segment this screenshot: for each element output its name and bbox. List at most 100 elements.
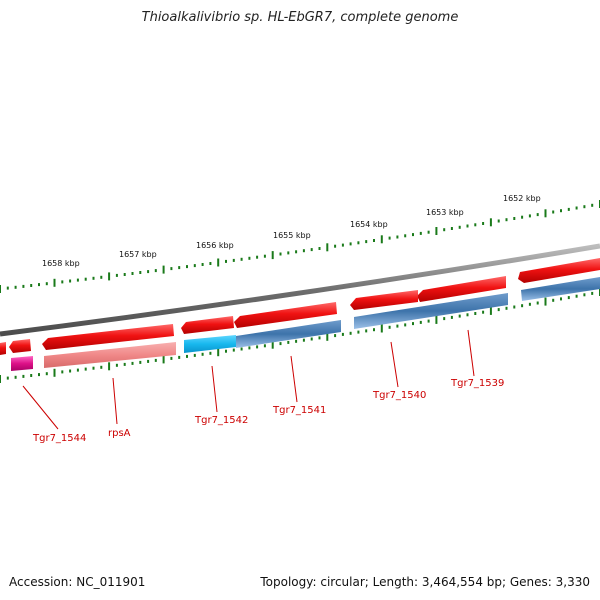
scale-tick-minor (256, 345, 259, 349)
gene-feature[interactable] (0, 342, 6, 355)
scale-tick-minor (341, 243, 344, 247)
scale-tick-minor (536, 213, 539, 217)
scale-tick-minor (528, 214, 531, 218)
scale-tick-minor (193, 264, 196, 268)
gene-feature-highlighted[interactable] (184, 335, 236, 353)
scale-tick-minor (536, 301, 539, 305)
scale-tick-minor (521, 215, 524, 219)
scale-tick-minor (575, 294, 578, 298)
scale-tick-minor (38, 283, 40, 287)
gene-label-tgr7-1540[interactable]: Tgr7_1540 (372, 390, 426, 401)
scale-tick-minor (341, 332, 344, 336)
gene-label-rpsA[interactable]: rpsA (108, 428, 131, 439)
scale-tick-minor (513, 305, 516, 309)
scale-tick-major (380, 235, 383, 244)
scale-tick-minor (201, 263, 204, 266)
gene-feature[interactable] (181, 316, 234, 334)
gene-feature[interactable] (350, 290, 418, 310)
scale-tick-minor (131, 361, 134, 365)
scale-tick-minor (334, 334, 337, 338)
gene-feature[interactable] (9, 339, 31, 353)
gene-feature[interactable] (236, 320, 341, 348)
scale-tick-minor (263, 344, 266, 348)
scale-tick-minor (310, 337, 313, 341)
scale-tick-minor (45, 372, 48, 376)
gene-feature-rpsA[interactable] (44, 342, 176, 368)
scale-tick-major (108, 272, 111, 281)
scale-tick-minor (318, 247, 321, 250)
scale-tick-minor (287, 340, 290, 344)
scale-tick-minor (560, 297, 562, 301)
scale-tick-minor (388, 325, 391, 329)
scale-tick-major (108, 362, 111, 371)
scale-tick-minor (279, 252, 282, 256)
scale-tick-minor (84, 367, 87, 371)
gene-label-tgr7-1541[interactable]: Tgr7_1541 (272, 405, 326, 416)
scale-tick-minor (170, 356, 173, 360)
gene-feature[interactable] (417, 276, 506, 302)
scale-tick-minor (521, 304, 524, 308)
scale-tick-minor (552, 298, 555, 302)
scale-tick-minor (232, 348, 235, 352)
scale-tick-minor (334, 244, 337, 248)
scale-tick-minor (591, 291, 594, 295)
scale-tick-minor (186, 265, 188, 269)
scale-tick-minor (69, 279, 72, 283)
scale-tick-minor (92, 276, 95, 280)
scale-tick-minor (263, 254, 266, 258)
scale-tick-minor (583, 205, 586, 209)
gene-feature[interactable] (521, 277, 600, 301)
scale-tick-minor (349, 331, 352, 335)
scale-tick-minor (591, 203, 594, 207)
scale-tick-minor (209, 262, 212, 265)
gene-feature[interactable] (42, 324, 174, 350)
scale-tick-major (271, 251, 274, 260)
scale-tick-minor (139, 271, 142, 274)
scale-tick-minor (115, 273, 118, 277)
scale-tick-minor (404, 323, 407, 327)
scale-tick-minor (154, 269, 157, 273)
scale-tick-minor (14, 375, 17, 379)
scale-tick-minor (373, 239, 375, 242)
scale-tick-minor (567, 296, 570, 300)
scale-tick-minor (248, 346, 251, 350)
gene-feature[interactable] (354, 293, 508, 329)
scale-tick-minor (186, 354, 188, 358)
gene-label-tgr7-1539[interactable]: Tgr7_1539 (450, 378, 504, 389)
scale-tick-minor (419, 231, 422, 235)
scale-tick-minor (14, 285, 17, 289)
scale-label-1658: 1658 kbp (42, 259, 80, 268)
scale-tick-minor (412, 322, 414, 326)
scale-label-1656: 1656 kbp (196, 241, 234, 250)
scale-tick-minor (240, 257, 243, 261)
scale-tick-minor (427, 230, 430, 234)
scale-tick-major (326, 332, 329, 341)
scale-tick-minor (349, 242, 352, 246)
scale-tick-minor (295, 339, 298, 343)
scale-label-1655: 1655 kbp (273, 231, 311, 240)
gene-label-tgr7-1542[interactable]: Tgr7_1542 (194, 415, 248, 426)
scale-tick-minor (123, 362, 126, 366)
scale-tick-minor (528, 302, 531, 306)
scale-tick-major (217, 258, 220, 267)
scale-tick-minor (92, 366, 95, 370)
scale-labels: 1652 kbp 1653 kbp 1654 kbp 1655 kbp 1656… (42, 194, 541, 268)
gene-feature[interactable] (518, 258, 600, 283)
gene-feature-small[interactable] (11, 356, 33, 371)
scale-tick-minor (76, 368, 79, 372)
scale-tick-minor (100, 365, 103, 369)
accession-text: Accession: NC_011901 (9, 575, 146, 589)
inner-scale-ticks (0, 288, 600, 383)
scale-tick-minor (248, 256, 251, 260)
scale-tick-minor (505, 218, 508, 222)
scale-tick-major (162, 265, 165, 274)
scale-tick-minor (474, 223, 477, 227)
scale-tick-minor (373, 328, 375, 332)
scale-tick-minor (30, 284, 33, 287)
gene-feature[interactable] (234, 302, 337, 328)
scale-tick-minor (123, 273, 126, 276)
forward-strand-genes (0, 258, 600, 355)
scale-tick-minor (76, 278, 79, 282)
scale-tick-minor (302, 338, 305, 342)
gene-label-tgr7-1544[interactable]: Tgr7_1544 (32, 433, 86, 444)
